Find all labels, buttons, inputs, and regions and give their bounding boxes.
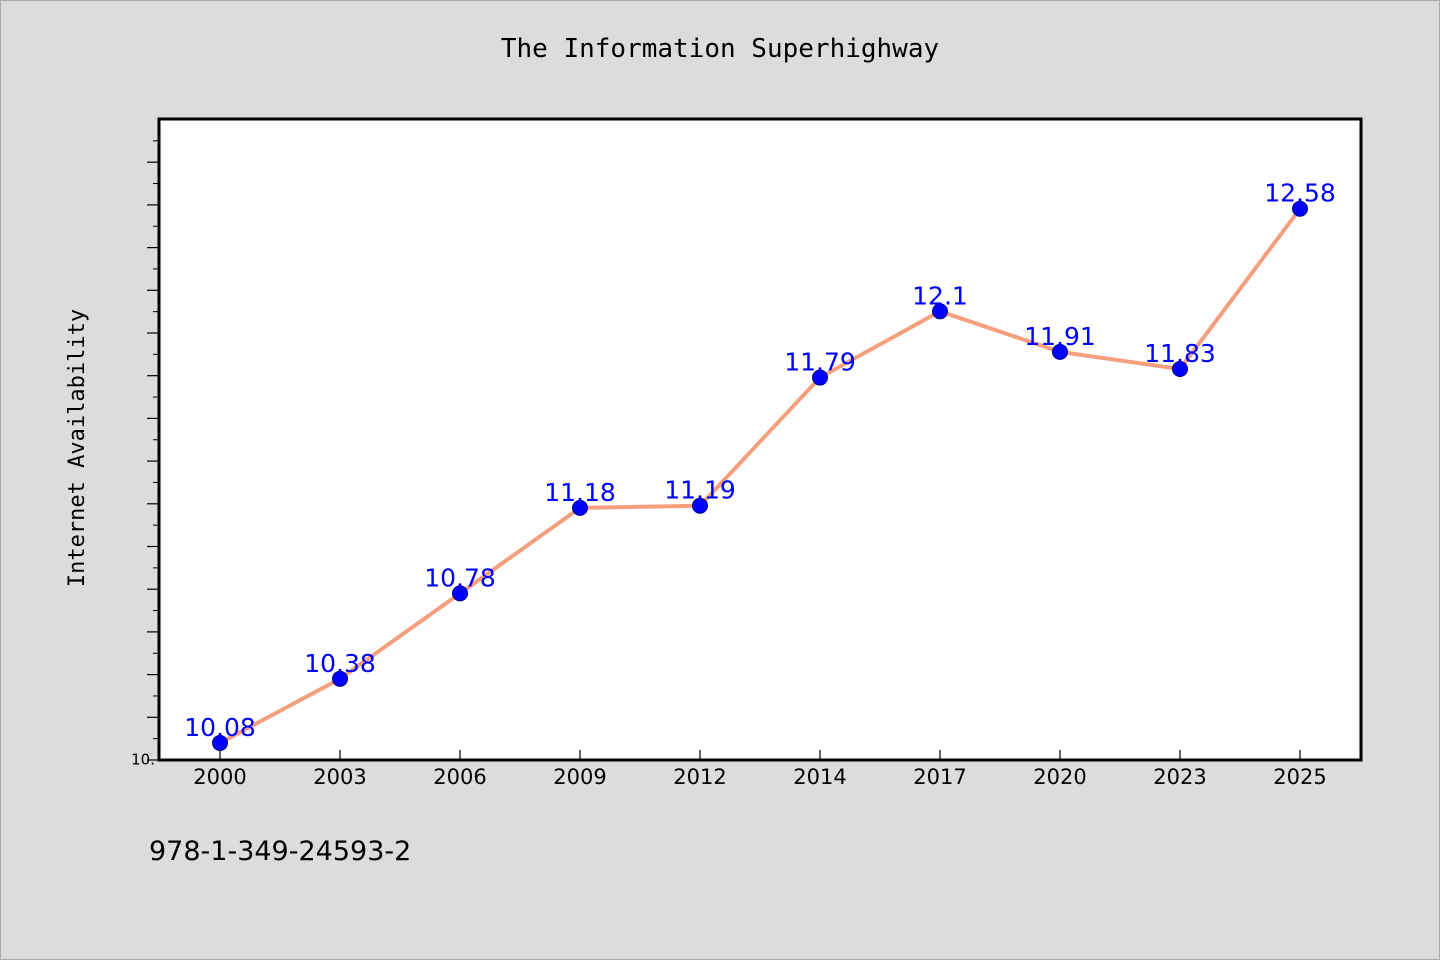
isbn-label: 978-1-349-24593-2 [149,836,412,867]
data-label: 11.83 [1144,339,1216,368]
data-label: 11.19 [664,476,736,505]
x-tick-label: 2003 [313,765,366,789]
data-point [332,670,348,687]
x-tick-label: 2012 [673,765,726,789]
data-label: 10.78 [424,563,496,592]
data-label: 10.08 [184,713,256,742]
data-label: 11.91 [1024,322,1096,351]
x-tick-label: 2017 [913,765,966,789]
chart-title: The Information Superhighway [500,34,940,64]
data-point [212,734,228,751]
data-point [1052,343,1068,360]
series-markers [212,200,1308,751]
data-labels: 10.08 10.38 10.78 11.18 11.19 11.79 12.1 11.91 1… [184,179,1336,742]
x-tick-label: 2025 [1273,765,1326,789]
x-tick-label: 2000 [193,765,246,789]
data-point [1292,200,1308,217]
x-tick-label: 2009 [553,765,606,789]
data-point [812,369,828,386]
data-label: 11.18 [544,478,616,507]
data-point [932,303,948,320]
data-label: 12.58 [1264,179,1336,208]
data-point [452,585,468,602]
data-point [692,497,708,514]
x-tick-label: 2023 [1153,765,1206,789]
x-tick-label: 2020 [1033,765,1086,789]
y-tick-label: 10. [131,751,155,769]
x-axis: 2000 2003 2006 2009 2012 2014 2017 2020 2023 2025 [193,750,1327,789]
data-label: 10.38 [304,649,376,678]
y-axis-label: Internet Availability [65,309,90,587]
data-point [1172,360,1188,377]
series-line [218,206,1302,745]
data-point [572,499,588,516]
data-label: 11.79 [784,348,856,377]
data-label: 12.1 [912,281,968,310]
y-axis-minor-ticks [147,140,159,761]
x-tick-label: 2014 [793,765,846,789]
x-tick-label: 2006 [433,765,486,789]
